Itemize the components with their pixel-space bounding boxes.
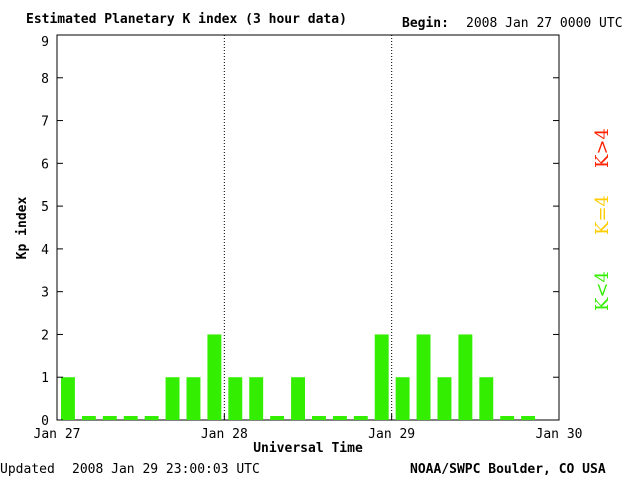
kp-bar xyxy=(228,377,243,420)
x-axis-ticks: Jan 27 Jan 28 Jan 29 Jan 30 xyxy=(34,414,583,442)
legend: K<4 K=4 K>4 xyxy=(592,128,613,311)
kp-bar xyxy=(458,334,473,420)
kp-bar xyxy=(332,416,347,420)
y-tick-label: 3 xyxy=(41,286,49,301)
y-axis-ticks: 0 1 2 3 4 5 6 7 8 9 xyxy=(41,34,559,429)
y-tick-label: 1 xyxy=(41,371,49,386)
plot-frame xyxy=(56,34,560,421)
y-tick-label: 4 xyxy=(41,243,49,258)
kp-bar xyxy=(395,377,410,420)
kp-bar xyxy=(291,377,305,420)
legend-item: K>4 xyxy=(592,128,613,168)
kp-bar xyxy=(521,416,536,420)
kp-bar xyxy=(102,416,117,420)
y-tick-label: 6 xyxy=(41,157,49,172)
kp-bar xyxy=(207,334,222,420)
legend-item: K=4 xyxy=(592,195,613,235)
x-tick-label: Jan 28 xyxy=(201,427,248,442)
chart-title: Estimated Planetary K index (3 hour data… xyxy=(26,12,347,27)
kp-bar xyxy=(123,416,138,420)
begin-value: 2008 Jan 27 0000 UTC xyxy=(466,16,623,31)
x-tick-label: Jan 27 xyxy=(34,427,81,442)
kp-bar xyxy=(270,416,285,420)
kp-bar xyxy=(416,334,431,420)
y-axis-label: Kp index xyxy=(15,197,30,260)
y-tick-label: 5 xyxy=(41,200,49,215)
y-tick-label: 7 xyxy=(41,115,49,130)
kp-bar xyxy=(437,377,452,420)
x-axis-label: Universal Time xyxy=(253,441,363,456)
kp-bar xyxy=(353,416,368,420)
kp-bar xyxy=(81,416,96,420)
kp-bar xyxy=(61,377,75,420)
begin-label: Begin: xyxy=(402,16,449,31)
kp-bar xyxy=(249,377,264,420)
y-tick-label: 0 xyxy=(41,414,49,429)
day-separators xyxy=(223,35,393,420)
kp-bar xyxy=(479,377,494,420)
legend-item: K<4 xyxy=(592,271,613,311)
source-credit: NOAA/SWPC Boulder, CO USA xyxy=(410,462,606,477)
updated-value: 2008 Jan 29 23:00:03 UTC xyxy=(72,462,260,477)
kp-bar xyxy=(165,377,180,420)
kp-bar xyxy=(374,334,389,420)
x-tick-label: Jan 30 xyxy=(536,427,583,442)
kp-bar xyxy=(186,377,201,420)
y-tick-label: 9 xyxy=(41,35,49,50)
y-tick-label: 2 xyxy=(41,328,49,343)
kp-bar xyxy=(500,416,515,420)
y-tick-label: 8 xyxy=(41,72,49,87)
x-tick-label: Jan 29 xyxy=(368,427,415,442)
updated-label: Updated xyxy=(0,462,55,477)
bar-series xyxy=(61,334,536,420)
kp-bar xyxy=(312,416,326,420)
kp-bar xyxy=(144,416,159,420)
